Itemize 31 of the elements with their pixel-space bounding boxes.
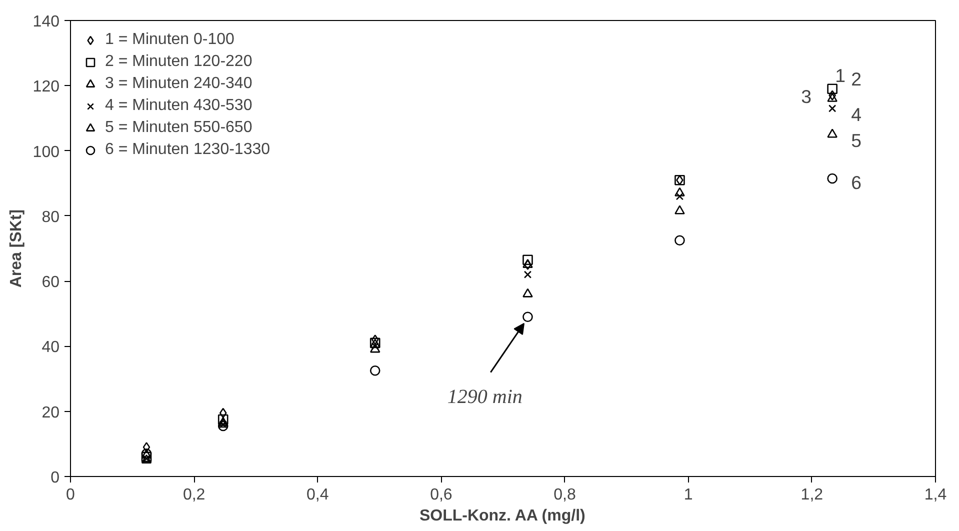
y-tick-label: 0 — [50, 470, 60, 486]
x-tick-label: 1,4 — [924, 486, 947, 504]
x-tick-label: 0,8 — [554, 486, 576, 504]
annotation: 5 — [851, 130, 862, 151]
x-tick-label: 0,2 — [182, 486, 206, 504]
y-tick-label: 100 — [32, 144, 60, 161]
y-axis-title: Area [SKt] — [8, 209, 25, 288]
x-tick-label: 1,2 — [800, 486, 824, 504]
legend-label: 5 = Minuten 550-650 — [105, 119, 252, 137]
legend-label: 3 = Minuten 240-340 — [105, 75, 252, 93]
y-tick-label: 120 — [32, 78, 60, 96]
y-tick-label: 80 — [42, 208, 60, 226]
y-tick-label: 40 — [42, 339, 60, 356]
annotation: 4 — [851, 104, 862, 125]
annotation: 1290 min — [447, 386, 522, 408]
legend-label: 6 = Minuten 1230-1330 — [105, 141, 270, 159]
x-tick-label: 1 — [684, 486, 693, 504]
x-tick-label: 0,4 — [306, 486, 329, 504]
legend-label: 4 = Minuten 430-530 — [105, 97, 252, 115]
annotation: 6 — [851, 172, 862, 193]
annotation: 3 — [801, 86, 812, 108]
annotation: 2 — [851, 68, 862, 90]
legend-label: 1 = Minuten 0-100 — [105, 31, 234, 49]
annotation: 1 — [835, 64, 846, 86]
x-tick-label: 0,6 — [430, 486, 452, 504]
y-tick-label: 20 — [42, 404, 60, 422]
y-tick-label: 140 — [32, 14, 60, 30]
x-axis-title: SOLL-Konz. AA (mg/l) — [419, 508, 586, 524]
x-tick-label: 0 — [66, 486, 76, 504]
y-tick-label: 60 — [42, 274, 60, 292]
legend-label: 2 = Minuten 120-220 — [105, 53, 252, 71]
